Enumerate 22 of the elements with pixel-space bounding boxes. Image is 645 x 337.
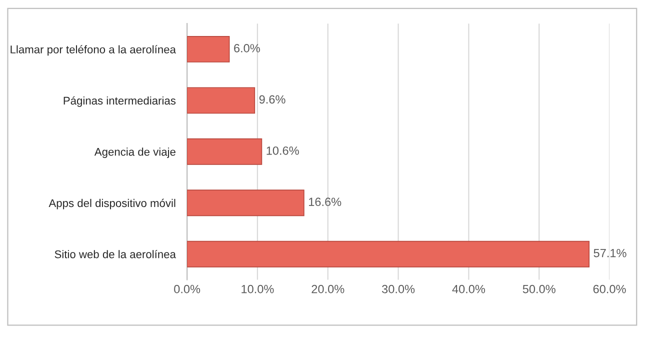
- bar: [187, 36, 230, 62]
- x-tick-label: 30.0%: [382, 284, 415, 294]
- x-tick-label: 0.0%: [174, 284, 200, 294]
- bar: [187, 190, 304, 216]
- data-label: 6.0%: [234, 44, 260, 52]
- data-label: 10.6%: [266, 146, 299, 155]
- bar: [187, 240, 590, 268]
- x-tick-label: 50.0%: [522, 284, 556, 294]
- y-tick-label: Páginas intermediarias: [64, 96, 176, 107]
- x-tick-label: 10.0%: [242, 284, 274, 294]
- x-tick-label: 40.0%: [452, 284, 486, 294]
- x-tick-label: 60.0%: [593, 284, 626, 294]
- bar: [187, 87, 256, 114]
- x-tick-label: 20.0%: [312, 284, 344, 294]
- y-tick-label: Agencia de viaje: [94, 148, 176, 158]
- bar: [187, 138, 262, 165]
- y-tick-label: Sitio web de la aerolínea: [54, 250, 176, 258]
- y-tick-label: Llamar por teléfono a la aerolínea: [10, 45, 176, 56]
- data-label: 16.6%: [309, 198, 342, 206]
- data-label: 57.1%: [594, 248, 626, 258]
- data-label: 9.6%: [259, 95, 286, 104]
- y-tick-label: Apps del dispositivo móvil: [48, 198, 176, 210]
